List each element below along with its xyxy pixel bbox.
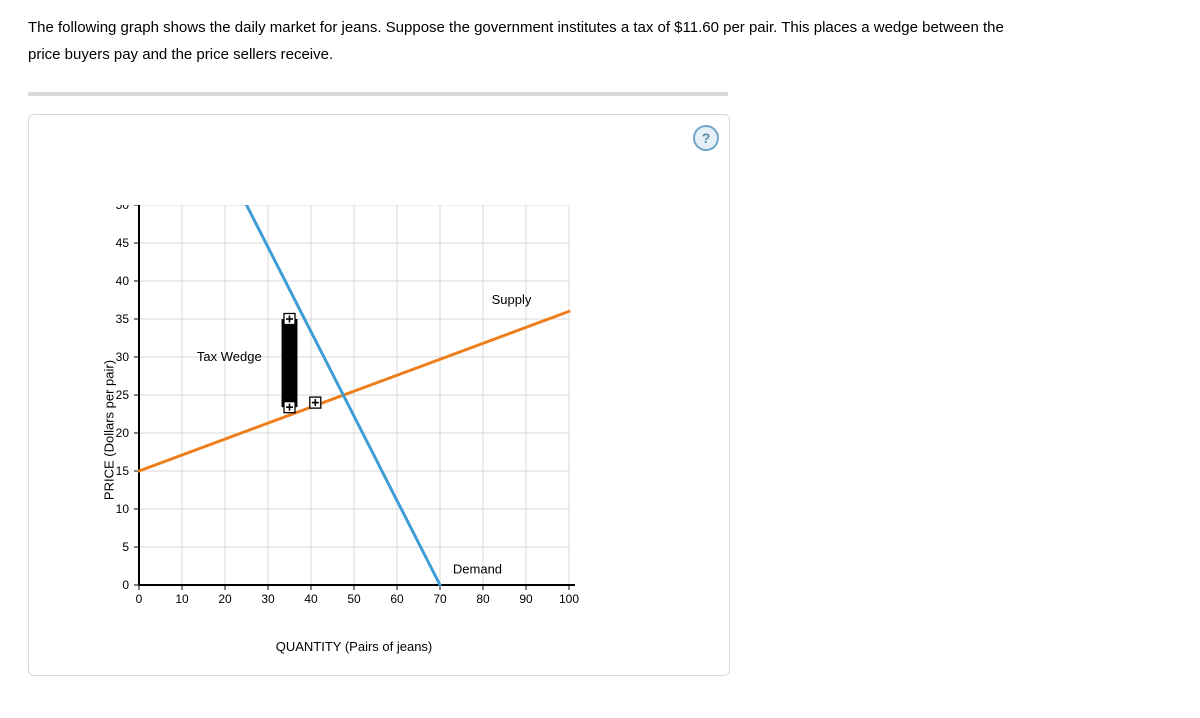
page-root: The following graph shows the daily mark…	[0, 0, 1200, 718]
svg-text:0: 0	[122, 578, 129, 592]
svg-text:35: 35	[116, 312, 130, 326]
svg-text:100: 100	[559, 592, 579, 606]
svg-text:20: 20	[218, 592, 232, 606]
chart-plot[interactable]: PRICE (Dollars per pair) 010203040506070…	[89, 205, 689, 655]
svg-text:50: 50	[116, 205, 130, 212]
svg-text:15: 15	[116, 464, 130, 478]
help-icon[interactable]: ?	[693, 125, 719, 151]
demand-label: Demand	[453, 562, 502, 577]
question-prompt: The following graph shows the daily mark…	[28, 14, 1172, 68]
y-axis-label: PRICE (Dollars per pair)	[102, 360, 117, 500]
svg-text:20: 20	[116, 426, 130, 440]
svg-text:50: 50	[347, 592, 361, 606]
svg-text:5: 5	[122, 540, 129, 554]
svg-text:30: 30	[116, 350, 130, 364]
chart-card: ? PRICE (Dollars per pair) 0102030405060…	[28, 114, 730, 676]
x-axis-label: QUANTITY (Pairs of jeans)	[139, 639, 569, 654]
section-divider	[28, 92, 728, 96]
svg-text:70: 70	[433, 592, 447, 606]
svg-text:0: 0	[136, 592, 143, 606]
svg-text:40: 40	[304, 592, 318, 606]
svg-text:60: 60	[390, 592, 404, 606]
tax-wedge-top-handle[interactable]	[284, 314, 295, 325]
svg-text:40: 40	[116, 274, 130, 288]
svg-text:90: 90	[519, 592, 533, 606]
svg-text:10: 10	[116, 502, 130, 516]
supply-label: Supply	[492, 292, 532, 307]
svg-text:25: 25	[116, 388, 130, 402]
tax-wedge-bar[interactable]	[282, 319, 298, 407]
svg-text:10: 10	[175, 592, 189, 606]
prompt-line-2: price buyers pay and the price sellers r…	[28, 46, 333, 63]
svg-text:80: 80	[476, 592, 490, 606]
tax-wedge-label: Tax Wedge	[197, 349, 262, 364]
svg-text:30: 30	[261, 592, 275, 606]
help-icon-label: ?	[702, 130, 711, 146]
equilibrium-handle[interactable]	[310, 397, 321, 408]
svg-text:45: 45	[116, 236, 130, 250]
tax-wedge-bottom-handle[interactable]	[284, 402, 295, 413]
prompt-line-1: The following graph shows the daily mark…	[28, 19, 1004, 36]
chart-svg[interactable]: 0 10 20 30 40 50 60 70 80 90 100 0 5 10 15 20 25 30 35 40 45…	[89, 205, 689, 635]
